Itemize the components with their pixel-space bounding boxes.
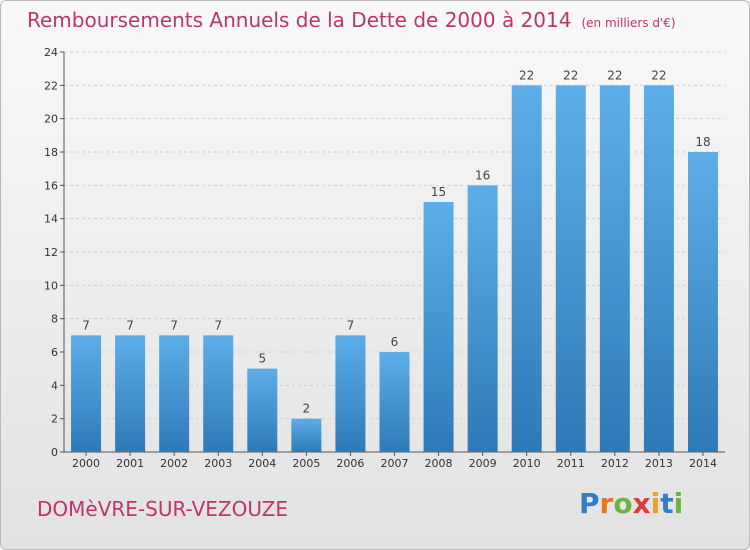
bar-value-label: 15 [431,185,446,199]
chart-title-main: Remboursements Annuels de la Dette de 20… [27,8,572,32]
bar [291,418,322,452]
y-tick-label: 10 [44,279,58,292]
x-tick-label: 2008 [425,457,453,470]
x-tick-label: 2001 [116,457,144,470]
y-tick-label: 18 [44,146,58,159]
x-tick-label: 2012 [601,457,629,470]
bar-value-label: 6 [391,335,399,349]
bar-value-label: 22 [563,68,578,82]
bar [203,335,234,452]
x-tick-label: 2014 [689,457,717,470]
y-tick-label: 22 [44,79,58,92]
logo-letter: t [660,487,674,520]
x-tick-label: 2010 [513,457,541,470]
logo-letter: x [632,487,651,520]
bars [71,85,718,453]
proxiti-logo[interactable]: Proxiti [579,487,683,520]
logo-letter: i [673,487,684,520]
logo-letter: P [579,487,600,520]
x-tick-labels: 2000 2001 2002 2003 2004 2005 2006 2007 2008 2009… [72,457,717,470]
bar [555,85,586,452]
bar [423,202,454,452]
bar-value-label: 16 [475,168,490,182]
logo-letter: r [599,487,614,520]
y-tick-label: 0 [51,446,58,459]
y-tick-label: 12 [44,246,58,259]
y-tick-label: 24 [44,46,58,59]
x-tick-label: 2003 [204,457,232,470]
bar-value-label: 18 [695,135,710,149]
commune-name: DOMèVRE-SUR-VEZOUZE [37,497,288,521]
y-tick-label: 4 [51,379,58,392]
x-tick-label: 2000 [72,457,100,470]
y-tick-label: 20 [44,113,58,126]
bar-value-label: 7 [126,318,134,332]
bar-value-label: 5 [258,352,266,366]
chart-title: Remboursements Annuels de la Dette de 20… [27,8,676,32]
bar [687,152,718,452]
bar [467,185,498,453]
y-tick-label: 16 [44,179,58,192]
x-tick-label: 2013 [645,457,673,470]
bar [511,85,542,452]
bar [71,335,102,452]
bar [159,335,190,452]
x-tick-label: 2005 [292,457,320,470]
chart-title-unit: (en milliers d'€) [581,16,676,30]
bar [115,335,146,452]
x-tick-label: 2002 [160,457,188,470]
logo-letter: o [613,487,633,520]
x-tick-label: 2011 [557,457,585,470]
bar [599,85,630,452]
x-tick-label: 2004 [248,457,276,470]
bar-value-label: 22 [607,68,622,82]
bar-value-label: 2 [303,402,311,416]
y-tick-label: 2 [51,413,58,426]
bar-value-label: 22 [519,68,534,82]
y-tick-label: 6 [51,346,58,359]
data-labels: 7 7 7 7 5 2 7 6 15 16 22 22 22 22 18 [82,68,710,415]
x-tick-label: 2007 [381,457,409,470]
y-tick-label: 8 [51,313,58,326]
bar-value-label: 7 [170,318,178,332]
bar-value-label: 7 [214,318,222,332]
bar [335,335,366,452]
x-tick-label: 2006 [336,457,364,470]
bar [643,85,674,452]
bar [247,368,278,452]
bar-value-label: 22 [651,68,666,82]
y-tick-label: 14 [44,213,58,226]
bar [379,352,410,452]
bar-value-label: 7 [347,318,355,332]
bar-value-label: 7 [82,318,90,332]
x-tick-label: 2009 [469,457,497,470]
logo-letter: i [650,487,661,520]
